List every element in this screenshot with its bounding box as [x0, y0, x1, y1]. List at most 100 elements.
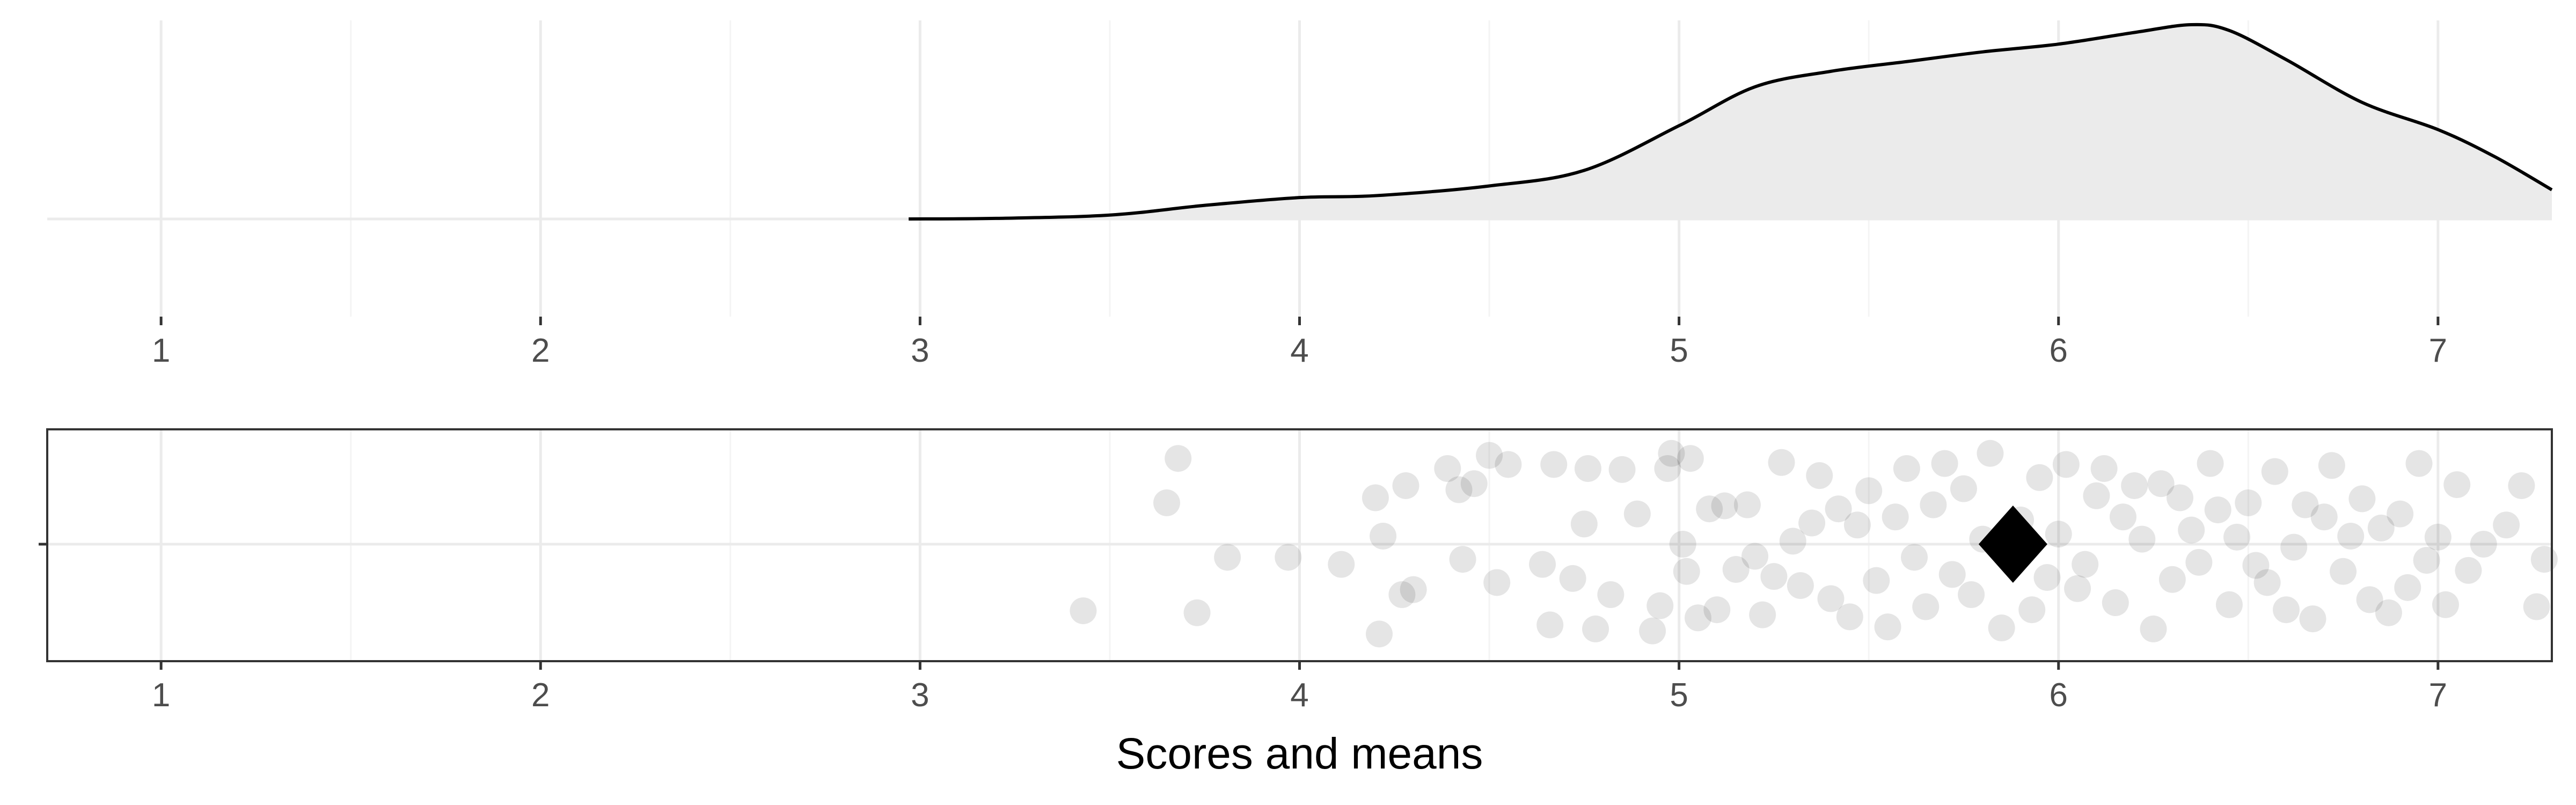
jitter-point [2330, 558, 2357, 585]
jitter-point [1495, 451, 1522, 478]
jitter-point [1836, 603, 1863, 631]
jitter-point [1673, 558, 1700, 585]
jitter-point [1893, 455, 1920, 482]
jitter-point [1658, 440, 1685, 467]
jitter-point [1434, 455, 1461, 482]
jitter-x-tick-label: 1 [152, 677, 170, 714]
jitter-point [2033, 564, 2061, 591]
jitter-point [2102, 589, 2129, 617]
jitter-point [2280, 533, 2308, 561]
jitter-x-tick-label: 4 [1290, 677, 1308, 714]
jitter-point [1639, 617, 1666, 645]
jitter-point [1597, 581, 1624, 608]
jitter-point [2235, 489, 2262, 516]
jitter-point [1529, 551, 1556, 578]
density-x-tick-label: 6 [2050, 332, 2068, 369]
density-area [909, 24, 2552, 219]
jitter-point [1400, 576, 1427, 603]
jitter-point [1570, 510, 1598, 538]
jitter-point [1938, 561, 1966, 588]
jitter-point [2367, 514, 2395, 541]
jitter-point [2178, 516, 2205, 544]
jitter-point [2292, 491, 2319, 518]
jitter-point [1950, 475, 1977, 502]
jitter-point [2204, 496, 2231, 524]
jitter-point [2261, 458, 2288, 485]
jitter-point [2299, 605, 2326, 633]
jitter-point [1703, 596, 1731, 624]
jitter-point [1214, 544, 1241, 571]
jitter-point [1669, 531, 1696, 558]
jitter-point [1392, 472, 1419, 499]
jitter-panel: 1 2 3 4 5 6 7 [39, 428, 2558, 714]
jitter-point [1722, 556, 1750, 583]
jitter-point [2140, 615, 2167, 642]
jitter-point [1365, 620, 1393, 648]
jitter-point [1275, 544, 1302, 571]
jitter-point [1768, 449, 1795, 476]
jitter-x-axis: 1 2 3 4 5 6 7 [152, 661, 2447, 714]
jitter-point [2356, 586, 2383, 613]
jitter-point [2026, 464, 2053, 491]
jitter-point [2045, 521, 2072, 548]
jitter-point [2121, 472, 2148, 499]
jitter-point [1760, 563, 1788, 590]
jitter-point [1798, 509, 1826, 537]
jitter-point [1328, 551, 1355, 578]
jitter-point [1623, 500, 1651, 528]
jitter-point [2375, 599, 2402, 626]
jitter-point [1536, 611, 1564, 639]
jitter-point [1070, 597, 1097, 625]
jitter-point [1787, 572, 1814, 599]
x-axis-title: Scores and means [1116, 729, 1483, 778]
jitter-point [2424, 523, 2451, 551]
jitter-point [1654, 455, 1681, 482]
jitter-x-tick-label: 6 [2050, 677, 2068, 714]
jitter-point [2090, 455, 2118, 482]
density-panel: 1 2 3 4 5 6 7 [47, 20, 2553, 369]
jitter-point [1559, 565, 1586, 592]
jitter-point [2394, 574, 2421, 601]
mean-marker [1978, 506, 2047, 583]
jitter-point [1931, 450, 1958, 477]
jitter-point [2273, 596, 2300, 624]
jitter-point [2337, 522, 2365, 550]
jitter-point [2158, 566, 2186, 593]
jitter-point [2470, 531, 2497, 558]
density-x-tick-label: 5 [1670, 332, 1688, 369]
jitter-point [2310, 503, 2338, 531]
jitter-point [1608, 456, 1636, 483]
jitter-x-tick-label: 3 [911, 677, 929, 714]
jitter-point [1370, 522, 1397, 550]
jitter-point [1779, 528, 1806, 555]
jitter-x-tick-label: 5 [1670, 677, 1688, 714]
jitter-point [1696, 495, 1723, 523]
density-x-tick-label: 4 [1290, 332, 1308, 369]
jitter-point [1920, 491, 1947, 518]
jitter-point [1684, 604, 1711, 632]
jitter-point [1445, 476, 1473, 503]
jitter-point [1582, 615, 1609, 642]
jitter-point [1153, 489, 1181, 516]
jitter-point [1574, 455, 1601, 482]
jitter-point [1476, 442, 1503, 469]
jitter-point [1901, 544, 1928, 571]
jitter-x-tick-label: 7 [2429, 677, 2447, 714]
density-x-tick-label: 2 [531, 332, 550, 369]
jitter-point [2443, 471, 2471, 499]
jitter-point [2523, 593, 2550, 620]
density-x-tick-label: 1 [152, 332, 170, 369]
jitter-point [2197, 450, 2224, 477]
jitter-point [2530, 546, 2558, 573]
jitter-point [2018, 596, 2046, 624]
jitter-point [1646, 592, 1674, 619]
jitter-point [1749, 601, 1776, 628]
jitter-point [1165, 445, 1192, 472]
jitter-point [1874, 613, 1901, 641]
jitter-point [2253, 569, 2281, 596]
jitter-point [1677, 445, 1704, 472]
jitter-point [2387, 500, 2414, 528]
jitter-point [1711, 492, 1738, 519]
jitter-point [2405, 450, 2433, 477]
